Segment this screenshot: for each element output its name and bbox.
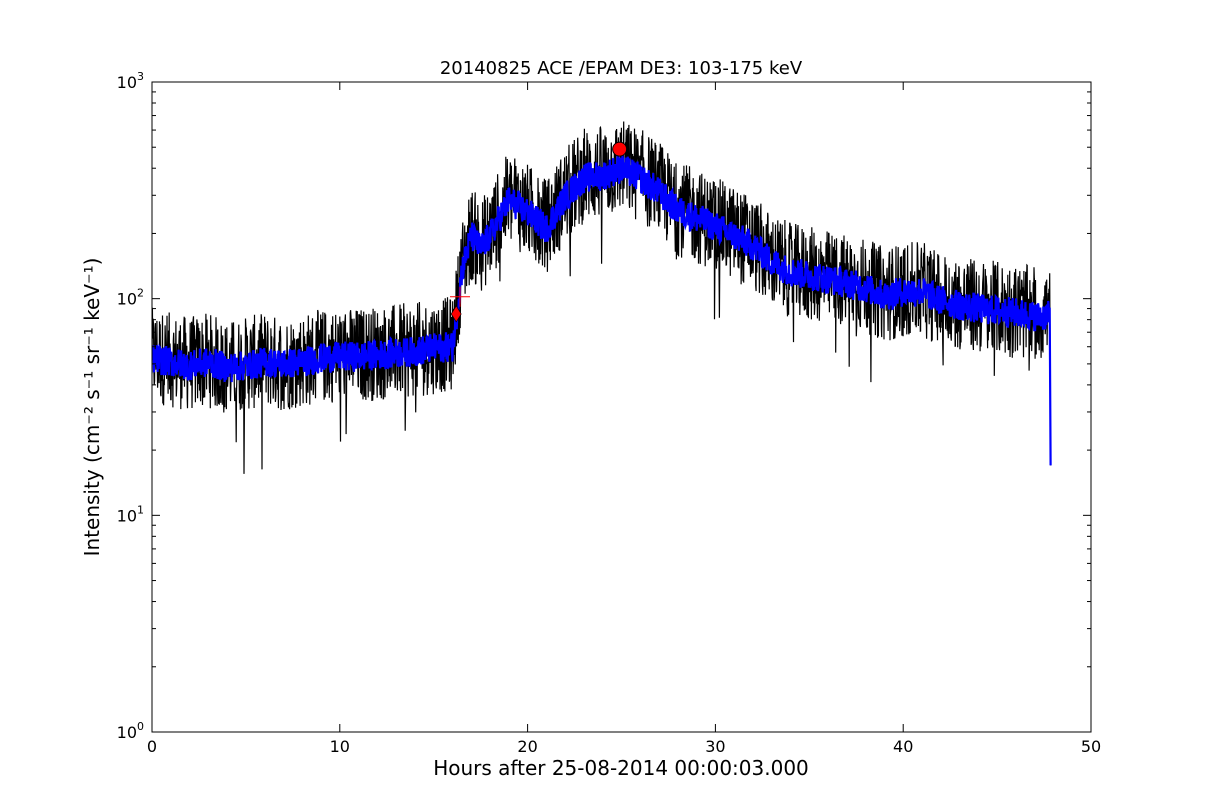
series-line-raw xyxy=(152,121,1052,474)
x-axis-label: Hours after 25-08-2014 00:00:03.000 xyxy=(433,756,809,780)
x-tick-label: 10 xyxy=(330,737,350,756)
x-tick-label: 40 xyxy=(893,737,913,756)
y-tick-label: 101 xyxy=(117,503,144,525)
x-tick-label: 30 xyxy=(705,737,725,756)
series-line-smoothed xyxy=(152,154,1052,466)
series-layer xyxy=(152,121,1052,474)
chart-title: 20140825 ACE /EPAM DE3: 103-175 keV xyxy=(440,58,803,79)
y-tick-label: 100 xyxy=(117,720,144,742)
plot-frame xyxy=(151,81,1092,733)
x-axis: 0 10 20 30 40 50 xyxy=(147,82,1101,756)
x-tick-label: 50 xyxy=(1081,737,1101,756)
y-axis-label: Intensity (cm⁻² s⁻¹ sr⁻¹ keV⁻¹) xyxy=(80,258,104,557)
y-tick-label: 103 xyxy=(117,70,144,92)
x-tick-label: 0 xyxy=(147,737,157,756)
marker-plus xyxy=(449,286,470,307)
marker-diamond xyxy=(450,305,462,323)
y-tick-label: 102 xyxy=(117,287,144,309)
x-tick-label: 20 xyxy=(517,737,537,756)
y-axis: 100 101 102 103 xyxy=(117,70,1091,742)
plot-area xyxy=(151,81,1092,733)
marker-circle xyxy=(612,141,628,157)
marker-layer xyxy=(449,141,628,323)
